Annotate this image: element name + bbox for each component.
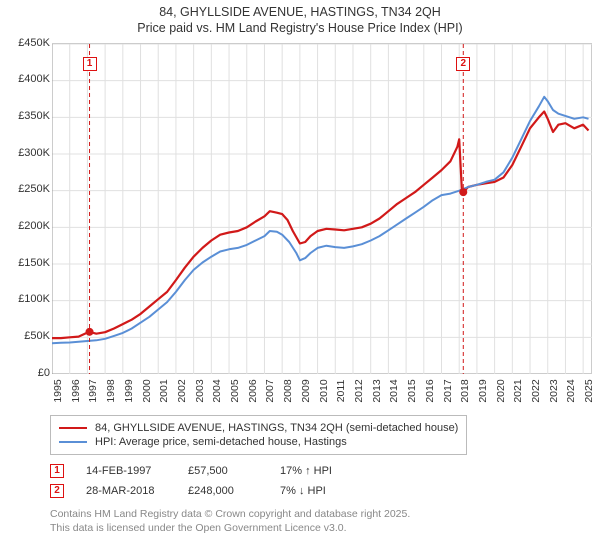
footer: Contains HM Land Registry data © Crown c… xyxy=(50,507,592,535)
legend: 84, GHYLLSIDE AVENUE, HASTINGS, TN34 2QH… xyxy=(50,415,467,455)
x-tick-label: 1996 xyxy=(70,379,82,402)
legend-item-hpi: HPI: Average price, semi-detached house,… xyxy=(59,435,458,449)
event-price: £57,500 xyxy=(188,465,258,477)
plot-area xyxy=(52,43,592,373)
event-table: 1 14-FEB-1997 £57,500 17% ↑ HPI 2 28-MAR… xyxy=(50,461,592,501)
legend-label: HPI: Average price, semi-detached house,… xyxy=(95,436,347,448)
x-tick-label: 2015 xyxy=(406,379,418,402)
y-tick-label: £300K xyxy=(8,147,50,159)
x-tick-label: 2000 xyxy=(141,379,153,402)
x-tick-label: 2009 xyxy=(300,379,312,402)
event-row: 1 14-FEB-1997 £57,500 17% ↑ HPI xyxy=(50,461,592,481)
x-tick-label: 1999 xyxy=(123,379,135,402)
event-delta: 7% ↓ HPI xyxy=(280,485,360,497)
x-tick-label: 2008 xyxy=(282,379,294,402)
x-tick-label: 2013 xyxy=(371,379,383,402)
x-tick-label: 1997 xyxy=(87,379,99,402)
x-tick-label: 2001 xyxy=(158,379,170,402)
x-tick-label: 2010 xyxy=(318,379,330,402)
sale-marker: 2 xyxy=(456,57,470,71)
title-line2: Price paid vs. HM Land Registry's House … xyxy=(137,21,462,35)
x-tick-label: 2025 xyxy=(583,379,595,402)
y-tick-label: £0 xyxy=(8,367,50,379)
x-tick-label: 2024 xyxy=(565,379,577,402)
x-tick-label: 2014 xyxy=(388,379,400,402)
x-tick-label: 2022 xyxy=(530,379,542,402)
chart-title: 84, GHYLLSIDE AVENUE, HASTINGS, TN34 2QH… xyxy=(8,4,592,37)
y-tick-label: £250K xyxy=(8,183,50,195)
x-tick-label: 1998 xyxy=(105,379,117,402)
x-tick-label: 2011 xyxy=(335,379,347,402)
x-tick-label: 2002 xyxy=(176,379,188,402)
x-tick-label: 2018 xyxy=(459,379,471,402)
legend-swatch xyxy=(59,441,87,443)
y-tick-label: £100K xyxy=(8,293,50,305)
x-tick-label: 2017 xyxy=(442,379,454,402)
x-tick-label: 2021 xyxy=(512,379,524,402)
x-tick-label: 2012 xyxy=(353,379,365,402)
y-tick-label: £50K xyxy=(8,330,50,342)
event-marker: 2 xyxy=(50,484,64,498)
x-tick-label: 2020 xyxy=(495,379,507,402)
event-row: 2 28-MAR-2018 £248,000 7% ↓ HPI xyxy=(50,481,592,501)
footer-line1: Contains HM Land Registry data © Crown c… xyxy=(50,508,410,520)
x-tick-label: 2007 xyxy=(264,379,276,402)
event-delta: 17% ↑ HPI xyxy=(280,465,360,477)
x-tick-label: 2006 xyxy=(247,379,259,402)
x-tick-label: 2003 xyxy=(194,379,206,402)
x-tick-label: 2016 xyxy=(424,379,436,402)
y-tick-label: £150K xyxy=(8,257,50,269)
legend-label: 84, GHYLLSIDE AVENUE, HASTINGS, TN34 2QH… xyxy=(95,422,458,434)
title-line1: 84, GHYLLSIDE AVENUE, HASTINGS, TN34 2QH xyxy=(159,5,441,19)
chart-container: 84, GHYLLSIDE AVENUE, HASTINGS, TN34 2QH… xyxy=(0,0,600,539)
footer-line2: This data is licensed under the Open Gov… xyxy=(50,522,347,534)
event-marker: 1 xyxy=(50,464,64,478)
x-tick-label: 2023 xyxy=(548,379,560,402)
x-tick-label: 2004 xyxy=(211,379,223,402)
event-price: £248,000 xyxy=(188,485,258,497)
chart-area: £0£50K£100K£150K£200K£250K£300K£350K£400… xyxy=(8,43,592,373)
event-date: 14-FEB-1997 xyxy=(86,465,166,477)
legend-item-property: 84, GHYLLSIDE AVENUE, HASTINGS, TN34 2QH… xyxy=(59,421,458,435)
y-tick-label: £450K xyxy=(8,37,50,49)
x-tick-label: 2005 xyxy=(229,379,241,402)
y-tick-label: £400K xyxy=(8,73,50,85)
legend-swatch xyxy=(59,427,87,429)
x-tick-label: 1995 xyxy=(52,379,64,402)
sale-marker: 1 xyxy=(83,57,97,71)
y-tick-label: £350K xyxy=(8,110,50,122)
y-tick-label: £200K xyxy=(8,220,50,232)
x-axis: 1995 1996 1997 1998 1999 2000 2001 2002 2003 2004… xyxy=(52,373,592,409)
x-tick-label: 2019 xyxy=(477,379,489,402)
y-axis: £0£50K£100K£150K£200K£250K£300K£350K£400… xyxy=(8,43,52,373)
event-date: 28-MAR-2018 xyxy=(86,485,166,497)
